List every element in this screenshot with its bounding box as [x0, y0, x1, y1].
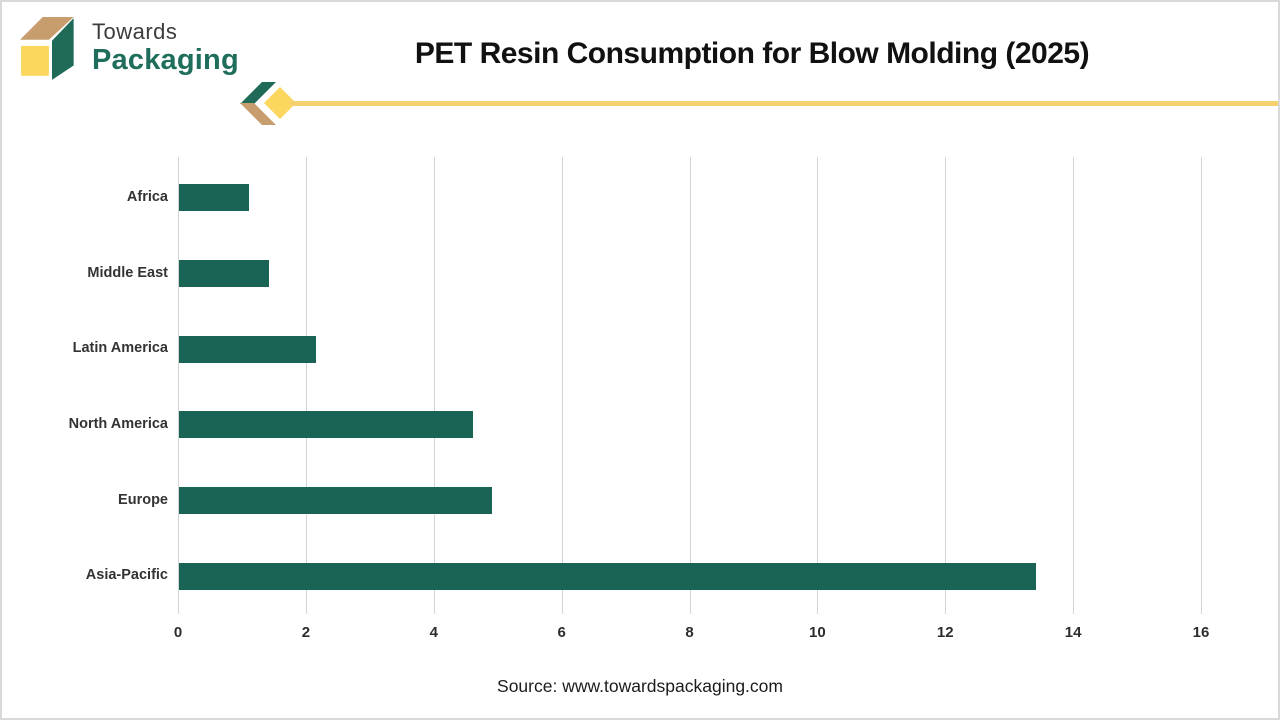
x-axis-tick-label: 6 — [557, 624, 566, 641]
x-axis-tick-label: 16 — [1192, 624, 1210, 641]
gridline — [817, 157, 819, 614]
diamond-icon — [264, 87, 296, 119]
x-axis-tick-label: 0 — [173, 624, 183, 641]
x-axis-tick-label: 8 — [685, 624, 694, 641]
page-title: PET Resin Consumption for Blow Molding (… — [414, 37, 1090, 70]
gridline — [433, 157, 435, 614]
gridline — [178, 157, 179, 614]
gridline — [945, 157, 947, 614]
gridline — [1201, 157, 1202, 614]
title-underline — [290, 101, 1278, 106]
gridline — [305, 157, 307, 614]
bar — [179, 487, 493, 514]
chevron-bottom-icon — [240, 103, 276, 125]
brand-name-line2: Packaging — [92, 44, 239, 76]
arrow-decoration — [240, 82, 296, 125]
gridline — [1073, 157, 1075, 614]
category-label: Middle East — [87, 264, 168, 281]
category-label: North America — [68, 415, 168, 432]
category-label: Asia-Pacific — [85, 567, 168, 584]
bar — [179, 184, 250, 212]
category-label: Europe — [118, 491, 168, 508]
bar — [179, 335, 317, 363]
gridline — [689, 157, 691, 614]
bar — [179, 562, 1036, 590]
x-axis-tick-label: 10 — [809, 624, 826, 641]
category-label: Latin America — [72, 340, 168, 357]
box-side-face — [52, 18, 74, 80]
box-top-face — [20, 17, 74, 40]
gridline — [561, 157, 563, 614]
box-logo-icon — [20, 17, 74, 80]
brand-name-line1: Towards — [92, 19, 178, 44]
bar — [179, 411, 474, 439]
x-axis-tick-label: 14 — [1064, 624, 1082, 641]
brand-logo: Towards Packaging — [20, 15, 239, 83]
x-axis-tick-label: 2 — [301, 624, 311, 641]
bar — [179, 260, 269, 287]
category-label: Africa — [126, 188, 168, 205]
chevron-top-icon — [240, 82, 276, 104]
brand-text: Towards Packaging — [92, 15, 239, 75]
box-front-face — [21, 45, 49, 76]
x-axis-tick-label: 12 — [936, 624, 954, 641]
x-axis-tick-label: 4 — [429, 624, 438, 641]
source-text: Source: www.towardspackaging.com — [497, 676, 783, 696]
